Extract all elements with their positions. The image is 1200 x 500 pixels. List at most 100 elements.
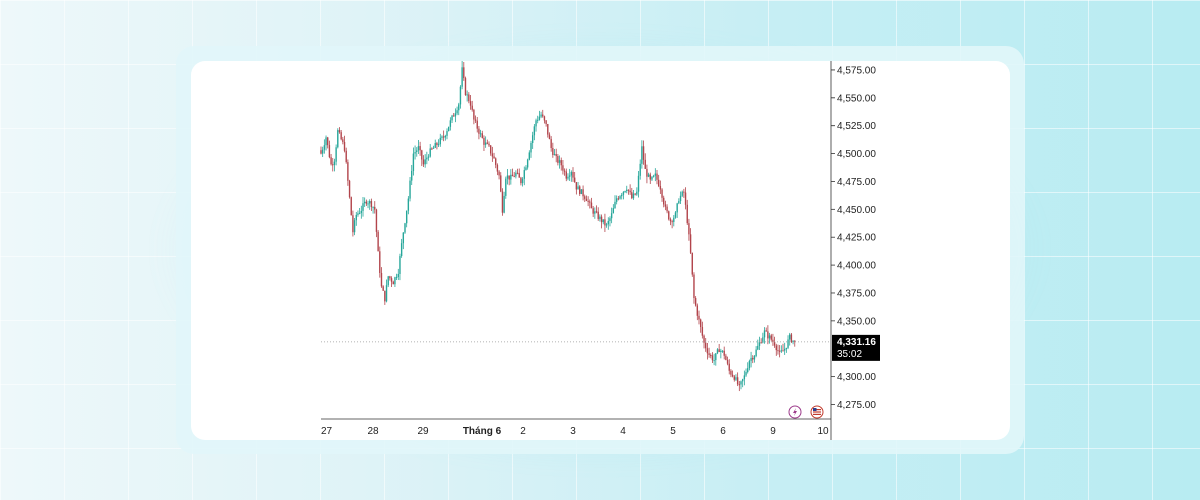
candle-body: [678, 201, 680, 204]
candle-body: [552, 148, 554, 155]
x-axis-ticks: 27 28 29 Tháng 6 2 3 4 5 6 9 10: [321, 426, 829, 437]
candle-body: [367, 203, 369, 205]
candle-body: [456, 110, 458, 114]
candle-body: [382, 286, 384, 291]
candle-body: [458, 104, 460, 111]
candle-body: [540, 114, 542, 117]
candle-body: [688, 223, 690, 235]
candle-body: [395, 277, 398, 279]
candle-body: [358, 212, 361, 214]
y-tick-label: 4,475.00: [837, 177, 876, 188]
candle-body: [562, 165, 564, 171]
candle-body: [684, 192, 687, 205]
candle-body: [612, 208, 615, 214]
candle-body: [471, 105, 473, 110]
candle-body: [350, 197, 352, 216]
us-flag-icon[interactable]: [810, 405, 824, 419]
candle-body: [580, 189, 583, 194]
candle-body: [602, 219, 604, 223]
candle-body: [787, 339, 789, 348]
candle-body: [656, 173, 658, 180]
candle-body: [419, 146, 421, 151]
candle-body: [666, 206, 668, 212]
candle-body: [587, 200, 589, 202]
candle-body: [389, 276, 391, 279]
candle-body: [780, 350, 783, 352]
candle-body: [693, 274, 695, 299]
candle-body: [715, 353, 717, 361]
candle-body: [498, 171, 500, 176]
candle-body: [560, 160, 562, 166]
candle-body: [528, 152, 531, 160]
candle-body: [649, 174, 651, 180]
candle-body: [488, 143, 490, 146]
candle-body: [627, 189, 630, 191]
candle-body: [617, 198, 620, 200]
candle-body: [343, 141, 346, 151]
lightning-icon[interactable]: [788, 405, 802, 419]
candle-body: [377, 231, 379, 252]
candle-body: [565, 171, 567, 179]
candle-body: [463, 67, 465, 79]
candle-body: [363, 201, 366, 204]
candle-body: [689, 234, 692, 253]
price-tag-background: [832, 334, 880, 361]
candle-body: [459, 86, 462, 105]
price-chart[interactable]: 4,575.00 4,550.00 4,525.00 4,500.00 4,475.00…: [191, 61, 1010, 440]
candle-body: [369, 201, 371, 204]
candle-body: [673, 217, 675, 222]
candle-body: [400, 243, 403, 257]
candle-body: [637, 175, 640, 192]
candle-body: [594, 211, 596, 214]
candle-body: [416, 150, 418, 152]
candle-body: [332, 164, 334, 166]
candle-body: [575, 182, 578, 190]
candle-body: [338, 130, 341, 133]
candle-body: [513, 176, 515, 178]
y-tick-label: 4,300.00: [837, 372, 876, 383]
candle-body: [392, 281, 394, 285]
candle-body: [469, 101, 472, 106]
candle-body: [745, 372, 747, 376]
candle-body: [431, 148, 433, 150]
price-tag-countdown: 35:02: [837, 349, 862, 360]
candle-body: [454, 113, 457, 117]
candle-body: [605, 224, 608, 226]
x-tick-label: 9: [770, 426, 776, 437]
candle-body: [699, 319, 702, 328]
y-tick-label: 4,550.00: [837, 93, 876, 104]
candle-body: [663, 197, 665, 205]
candle-body: [696, 305, 699, 316]
candle-body: [538, 116, 541, 120]
candle-body: [347, 162, 349, 181]
x-tick-label: 29: [417, 426, 429, 437]
candle-body: [760, 342, 762, 344]
candle-body: [479, 133, 482, 135]
candle-body: [604, 219, 606, 226]
candle-body: [705, 342, 707, 349]
candle-body: [765, 330, 767, 332]
candle-body: [738, 384, 741, 386]
candle-body: [708, 353, 710, 355]
candle-body: [503, 195, 505, 213]
candle-body: [426, 157, 428, 160]
candle-body: [404, 223, 406, 233]
x-tick-label: 4: [620, 426, 626, 437]
x-tick-label: 10: [817, 426, 829, 437]
candle-body: [758, 342, 761, 346]
candle-body: [370, 201, 373, 208]
candle-body: [483, 137, 485, 145]
candle-body: [624, 191, 626, 193]
candle-body: [436, 143, 438, 146]
candle-body: [441, 136, 443, 138]
candle-body: [579, 186, 581, 194]
candle-body: [636, 191, 638, 195]
candle-body: [733, 376, 735, 380]
candle-body: [762, 337, 764, 343]
candle-body: [669, 219, 672, 222]
candle-body: [447, 126, 450, 132]
candle-body: [664, 204, 667, 207]
candle-body: [770, 335, 772, 340]
candle-body: [730, 370, 732, 375]
candle-body: [453, 115, 455, 117]
